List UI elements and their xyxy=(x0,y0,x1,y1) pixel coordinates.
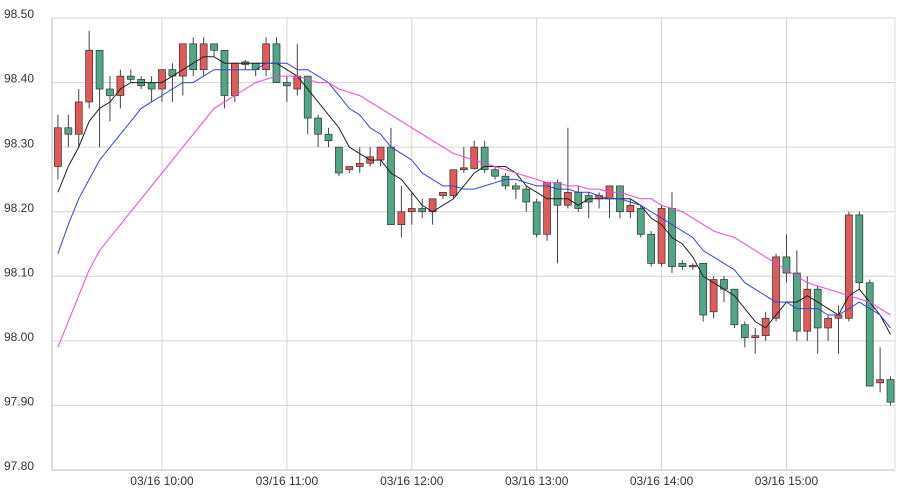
x-tick-label: 03/16 11:00 xyxy=(256,474,319,488)
candle-body xyxy=(501,175,510,187)
y-tick-label: 98.20 xyxy=(4,201,34,215)
y-tick-label: 98.50 xyxy=(4,7,34,21)
candle-body xyxy=(761,317,770,337)
candle-body xyxy=(178,43,187,77)
candle-body xyxy=(782,256,791,274)
y-tick-label: 97.90 xyxy=(4,395,34,409)
y-tick-label: 97.80 xyxy=(4,459,34,473)
candle-body xyxy=(480,146,489,171)
y-tick-label: 98.30 xyxy=(4,136,34,150)
candle-body xyxy=(126,75,135,80)
moving-average-line xyxy=(57,75,891,348)
x-tick-label: 03/16 15:00 xyxy=(755,474,819,488)
candle-body xyxy=(512,185,520,190)
candle-body xyxy=(855,214,864,284)
candle-body xyxy=(95,49,104,90)
y-tick-label: 98.00 xyxy=(4,330,34,344)
candle-body xyxy=(688,264,697,268)
candle-body xyxy=(553,182,562,206)
candle-body xyxy=(85,49,94,103)
candle-body xyxy=(491,169,499,177)
candle-body xyxy=(657,208,666,264)
candle-body xyxy=(54,127,62,167)
candle-body xyxy=(335,146,343,174)
candle-body xyxy=(74,101,83,135)
candle-body xyxy=(407,208,416,213)
candle-body xyxy=(220,49,229,96)
candle-body xyxy=(303,75,312,119)
candle-body xyxy=(314,117,322,135)
candle-body xyxy=(636,208,645,235)
y-tick-label: 98.10 xyxy=(4,265,34,279)
candle-body xyxy=(210,43,218,51)
candle-body xyxy=(158,69,166,90)
candle-body xyxy=(231,62,239,96)
candle-body xyxy=(740,324,749,338)
candle-body xyxy=(449,169,458,196)
candle-body xyxy=(397,211,406,225)
candle-body xyxy=(522,188,531,203)
candle-body xyxy=(470,146,479,169)
candle-body xyxy=(116,75,125,96)
candle-body xyxy=(324,133,333,142)
candle-body xyxy=(283,82,291,87)
candle-body xyxy=(459,167,468,171)
candle-body xyxy=(574,191,583,209)
candle-body xyxy=(730,288,739,326)
candle-body xyxy=(106,88,114,96)
x-tick-label: 03/16 14:00 xyxy=(630,474,694,488)
candle-body xyxy=(147,82,156,90)
candle-body xyxy=(387,146,395,225)
candle-body xyxy=(772,256,780,319)
candle-body xyxy=(803,288,812,332)
candle-body xyxy=(345,166,354,171)
candle-body xyxy=(876,379,884,384)
candle-body xyxy=(376,146,385,161)
candle-body xyxy=(262,43,270,71)
candle-body xyxy=(678,263,687,267)
x-tick-label: 03/16 12:00 xyxy=(380,474,444,488)
candle-body xyxy=(647,233,656,264)
candle-body xyxy=(845,214,853,319)
candle-body xyxy=(626,204,635,213)
x-tick-label: 03/16 13:00 xyxy=(505,474,569,488)
candle-body xyxy=(543,182,551,235)
y-tick-label: 98.40 xyxy=(4,72,34,86)
candle-body xyxy=(418,208,427,213)
candle-body xyxy=(699,263,708,316)
candle-body xyxy=(355,162,364,167)
candle-body xyxy=(865,282,874,387)
candle-body xyxy=(886,379,895,403)
x-tick-label: 03/16 10:00 xyxy=(130,474,194,488)
candle-body xyxy=(532,201,541,235)
candle-body xyxy=(824,317,832,329)
candle-body xyxy=(293,75,302,90)
candle-body xyxy=(439,191,447,196)
moving-average-line xyxy=(57,56,891,335)
candle-body xyxy=(709,279,718,313)
candle-body xyxy=(751,335,760,338)
candle-body xyxy=(189,43,198,71)
candle-body xyxy=(64,127,73,135)
moving-average-line xyxy=(57,62,891,329)
